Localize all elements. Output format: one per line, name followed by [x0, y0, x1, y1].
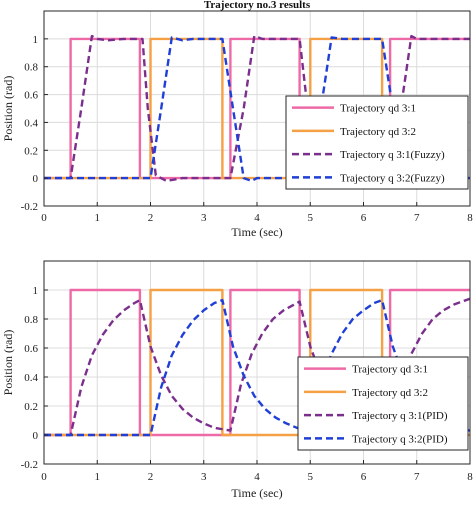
y-tick-label: 1: [33, 285, 39, 297]
x-tick-label: 8: [467, 471, 473, 483]
x-tick-label: 2: [148, 212, 154, 224]
x-axis-label: Time (sec): [231, 225, 282, 239]
x-tick-label: 1: [95, 212, 101, 224]
y-tick-label: 0.6: [24, 90, 38, 102]
y-tick-label: 0.8: [24, 314, 38, 326]
x-tick-label: 3: [201, 212, 207, 224]
x-tick-label: 3: [201, 471, 207, 483]
x-axis-label: Time (sec): [231, 486, 282, 500]
legend-entry: Trajectory q 3:1(PID): [352, 410, 448, 422]
y-tick-label: 0.4: [24, 372, 38, 384]
y-tick-label: 0.2: [24, 145, 38, 157]
y-tick-label: 1: [33, 34, 39, 46]
x-tick-label: 4: [254, 212, 260, 224]
legend-box: [285, 95, 469, 190]
x-tick-label: 7: [414, 471, 420, 483]
x-tick-label: 6: [361, 212, 367, 224]
legend-box: [297, 356, 469, 451]
legend-entry: Trajectory q 3:1(Fuzzy): [340, 149, 445, 161]
x-tick-label: 6: [361, 471, 367, 483]
y-tick-label: -0.2: [21, 459, 38, 471]
y-tick-label: 0.4: [24, 117, 38, 129]
x-tick-label: 0: [41, 212, 47, 224]
y-tick-label: 0.2: [24, 401, 38, 413]
x-tick-label: 4: [254, 471, 260, 483]
series-line-4: [44, 298, 470, 437]
legend-entry: Trajectory qd 3:2: [340, 126, 416, 138]
x-tick-label: 1: [95, 471, 101, 483]
legend: Trajectory qd 3:1 Trajectory qd 3:2 Trajec…: [285, 95, 469, 190]
legend: Trajectory qd 3:1 Trajectory qd 3:2 Trajec…: [297, 356, 469, 451]
y-tick-label: -0.2: [21, 201, 38, 213]
legend-entry: Trajectory qd 3:1: [340, 103, 416, 115]
y-tick-label: 0: [33, 430, 39, 442]
y-tick-label: 0.8: [24, 62, 38, 74]
x-tick-label: 7: [414, 212, 420, 224]
x-tick-label: 2: [148, 471, 154, 483]
x-tick-label: 5: [308, 212, 314, 224]
y-tick-label: 0: [33, 173, 39, 185]
x-tick-label: 8: [467, 212, 473, 224]
chart-title: Trajectory no.3 results: [204, 0, 311, 11]
y-axis-label: Position (rad): [1, 330, 15, 396]
legend-entry: Trajectory qd 3:1: [352, 364, 428, 376]
legend-entry: Trajectory q 3:2(Fuzzy): [340, 172, 445, 184]
y-tick-label: 0.6: [24, 343, 38, 355]
legend-entry: Trajectory qd 3:2: [352, 387, 428, 399]
x-tick-label: 5: [308, 471, 314, 483]
y-axis-label: Position (rad): [1, 76, 15, 142]
legend-entry: Trajectory q 3:2(PID): [352, 433, 448, 445]
x-tick-label: 0: [41, 471, 47, 483]
